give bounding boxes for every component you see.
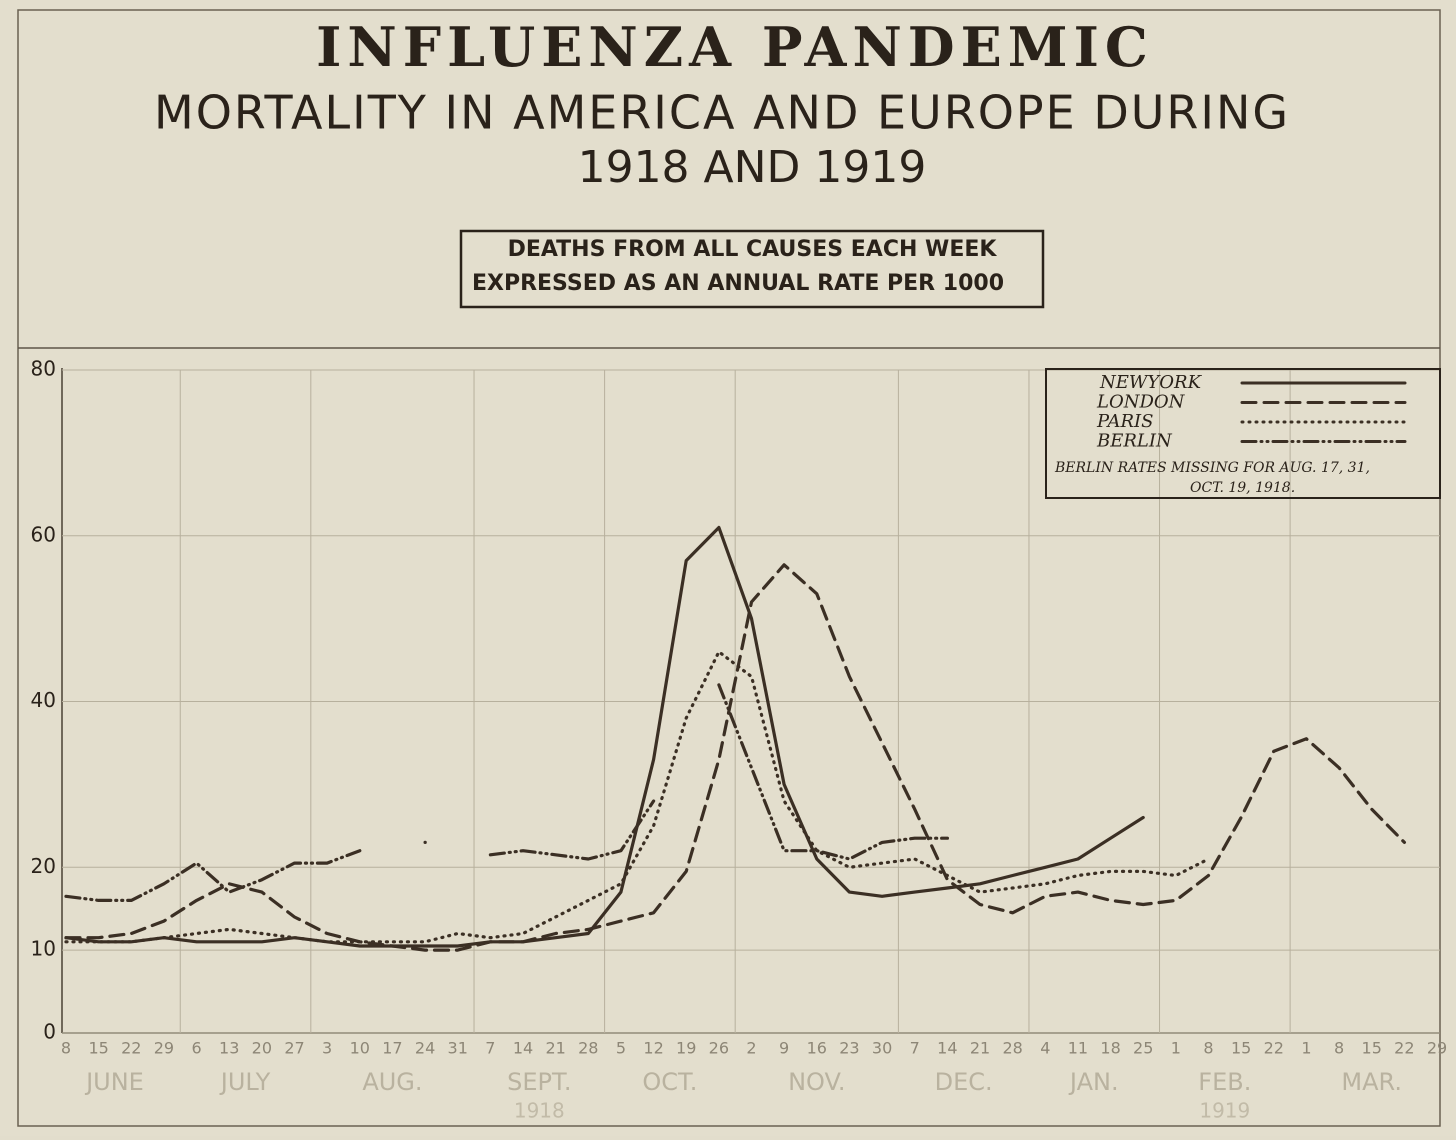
x-tick-label: 9	[779, 1039, 789, 1058]
x-tick-label: 8	[61, 1039, 71, 1058]
y-tick-label: 40	[31, 688, 56, 712]
x-tick-label: 1	[1301, 1039, 1311, 1058]
x-tick-label: 29	[1427, 1039, 1447, 1058]
x-tick-label: 21	[970, 1039, 990, 1058]
x-tick-label: 15	[1231, 1039, 1251, 1058]
month-label: SEPT.	[507, 1068, 571, 1096]
month-label: MAR.	[1341, 1068, 1402, 1096]
month-label: JAN.	[1068, 1068, 1119, 1096]
month-label: NOV.	[788, 1068, 845, 1096]
x-tick-label: 2	[746, 1039, 756, 1058]
x-tick-label: 23	[839, 1039, 859, 1058]
legend-label: NEWYORK	[1099, 372, 1203, 393]
x-tick-label: 21	[545, 1039, 565, 1058]
y-tick-label: 0	[43, 1020, 56, 1044]
legend-note: BERLIN RATES MISSING FOR AUG. 17, 31,	[1054, 460, 1370, 476]
x-tick-label: 14	[937, 1039, 957, 1058]
legend-label: LONDON	[1096, 392, 1186, 413]
x-tick-label: 8	[1203, 1039, 1213, 1058]
x-tick-label: 31	[448, 1039, 468, 1058]
y-tick-label: 60	[31, 522, 56, 546]
series-line	[64, 563, 1406, 952]
chart-subtitle: MORTALITY IN AMERICA AND EUROPE DURING	[154, 86, 1290, 140]
month-label: OCT.	[642, 1068, 697, 1096]
month-label: DEC.	[935, 1068, 993, 1096]
x-tick-label: 15	[1362, 1039, 1382, 1058]
x-tick-label: 11	[1068, 1039, 1088, 1058]
y-tick-label: 20	[31, 854, 56, 878]
x-tick-label: 30	[872, 1039, 892, 1058]
year-label: 1919	[1199, 1099, 1250, 1123]
frame	[17, 9, 1441, 1127]
x-tick-label: 25	[1133, 1039, 1153, 1058]
x-tick-label: 7	[485, 1039, 495, 1058]
x-tick-label: 27	[284, 1039, 304, 1058]
x-tick-label: 3	[322, 1039, 332, 1058]
chart-title: INFLUENZA PANDEMIC	[316, 15, 1154, 79]
x-tick-label: 17	[382, 1039, 402, 1058]
x-tick-label: 6	[191, 1039, 201, 1058]
x-tick-label: 29	[154, 1039, 174, 1058]
legend-box	[1045, 368, 1441, 499]
x-tick-label: 28	[1002, 1039, 1022, 1058]
x-tick-label: 22	[1394, 1039, 1414, 1058]
month-label: AUG.	[362, 1068, 422, 1096]
x-tick-label: 26	[709, 1039, 729, 1058]
x-tick-label: 13	[219, 1039, 239, 1058]
legend-note: OCT. 19, 1918.	[1190, 480, 1295, 496]
month-label: JUNE	[84, 1068, 144, 1096]
x-tick-label: 10	[350, 1039, 370, 1058]
description-line: EXPRESSED AS AN ANNUAL RATE PER 1000	[472, 271, 1004, 296]
x-tick-label: 16	[807, 1039, 827, 1058]
y-tick-label: 10	[31, 937, 56, 961]
x-tick-label: 19	[676, 1039, 696, 1058]
chart-subtitle2: 1918 AND 1919	[578, 142, 927, 193]
x-tick-label: 14	[513, 1039, 533, 1058]
x-tick-label: 4	[1040, 1039, 1050, 1058]
description-box	[459, 229, 1045, 309]
y-tick-label: 80	[31, 357, 56, 381]
legend-label: BERLIN	[1096, 431, 1173, 452]
x-tick-label: 8	[1334, 1039, 1344, 1058]
series-line	[64, 525, 1145, 948]
series-line	[64, 683, 949, 902]
x-tick-label: 15	[88, 1039, 108, 1058]
legend-label: PARIS	[1096, 411, 1153, 432]
month-label: JULY	[219, 1068, 271, 1096]
x-tick-label: 5	[616, 1039, 626, 1058]
month-label: FEB.	[1198, 1068, 1251, 1096]
x-tick-label: 7	[910, 1039, 920, 1058]
x-tick-label: 22	[1264, 1039, 1284, 1058]
x-tick-label: 22	[121, 1039, 141, 1058]
x-tick-label: 18	[1100, 1039, 1120, 1058]
x-tick-label: 20	[252, 1039, 272, 1058]
x-tick-label: 1	[1171, 1039, 1181, 1058]
series-line	[64, 650, 1211, 944]
x-tick-label: 24	[415, 1039, 435, 1058]
year-label: 1918	[514, 1099, 565, 1123]
x-tick-label: 28	[578, 1039, 598, 1058]
description-line: DEATHS FROM ALL CAUSES EACH WEEK	[508, 237, 998, 262]
x-tick-label: 12	[643, 1039, 663, 1058]
